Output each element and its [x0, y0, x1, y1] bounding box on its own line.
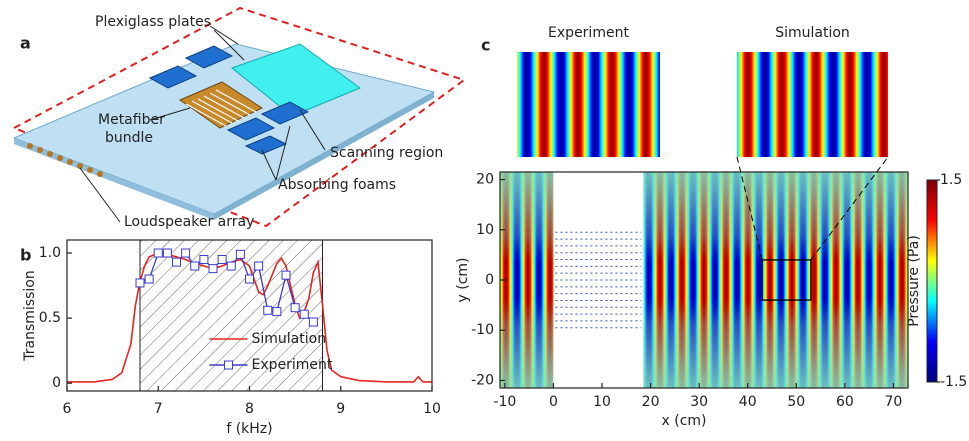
- inset-title: Simulation: [775, 25, 850, 41]
- label: bundle: [105, 130, 153, 146]
- x-tick-label: 40: [739, 394, 757, 410]
- x-tick-label: 6: [63, 401, 72, 417]
- y-tick-label: 0: [52, 375, 61, 391]
- x-axis-label: f (kHz): [226, 421, 272, 437]
- marker: [209, 265, 217, 273]
- marker: [218, 256, 226, 264]
- y-axis-label: y (cm): [455, 258, 471, 303]
- y-tick-label: 20: [476, 172, 494, 188]
- y-tick-label: 0: [485, 272, 494, 288]
- x-tick-label: 30: [690, 394, 708, 410]
- marker: [182, 249, 190, 257]
- marker: [191, 262, 199, 270]
- y-tick-label: 1.0: [39, 245, 61, 261]
- label: Loudspeaker array: [124, 214, 254, 230]
- y-tick-label: -10: [471, 322, 494, 338]
- panel-label: b: [20, 246, 31, 265]
- marker: [291, 304, 299, 312]
- y-tick-label: 10: [476, 222, 494, 238]
- panel-label: c: [481, 36, 490, 55]
- panel-label: a: [20, 34, 31, 53]
- x-tick-label: 50: [787, 394, 805, 410]
- x-tick-label: 60: [836, 394, 854, 410]
- x-tick-label: 10: [593, 394, 611, 410]
- colorbar-tick-label: 1.5: [940, 172, 962, 188]
- marker: [264, 306, 272, 314]
- marker: [255, 262, 263, 270]
- x-tick-label: 7: [154, 401, 163, 417]
- marker: [282, 271, 290, 279]
- inset-image: [737, 52, 888, 157]
- x-tick-label: 20: [642, 394, 660, 410]
- marker: [309, 318, 317, 326]
- inset-image: [517, 52, 660, 157]
- x-tick-label: 8: [245, 401, 254, 417]
- label: Metafiber: [98, 112, 165, 128]
- y-tick-label: 0.5: [39, 310, 61, 326]
- marker: [246, 275, 254, 283]
- marker: [145, 275, 153, 283]
- marker: [300, 310, 308, 318]
- marker: [200, 256, 208, 264]
- marker: [227, 262, 235, 270]
- marker: [273, 308, 281, 316]
- colorbar-tick-label: -1.5: [940, 374, 967, 390]
- label: Plexiglass plates: [95, 14, 211, 30]
- x-tick-label: 10: [423, 401, 441, 417]
- y-axis-label: Transmission: [22, 270, 38, 361]
- label: Scanning region: [330, 145, 443, 161]
- legend-label: Experiment: [252, 357, 333, 373]
- figure: a Plexiglass plates Metafiber bundle Sca…: [0, 0, 969, 441]
- x-tick-label: 70: [885, 394, 903, 410]
- marker: [173, 258, 181, 266]
- marker: [154, 249, 162, 257]
- y-tick-label: -20: [471, 372, 494, 388]
- label: Absorbing foams: [278, 177, 396, 193]
- x-tick-label: -10: [493, 394, 516, 410]
- marker: [236, 250, 244, 258]
- colorbar: [927, 180, 937, 382]
- legend-marker: [225, 361, 233, 369]
- legend-label: Simulation: [252, 331, 327, 347]
- marker: [136, 279, 144, 287]
- colorbar-label: Pressure (Pa): [906, 235, 922, 327]
- x-tick-label: 9: [336, 401, 345, 417]
- inset-title: Experiment: [548, 25, 629, 41]
- x-tick-label: 0: [549, 394, 558, 410]
- x-axis-label: x (cm): [662, 413, 707, 429]
- marker: [163, 249, 171, 257]
- diagram: a Plexiglass plates Metafiber bundle Sca…: [14, 8, 464, 230]
